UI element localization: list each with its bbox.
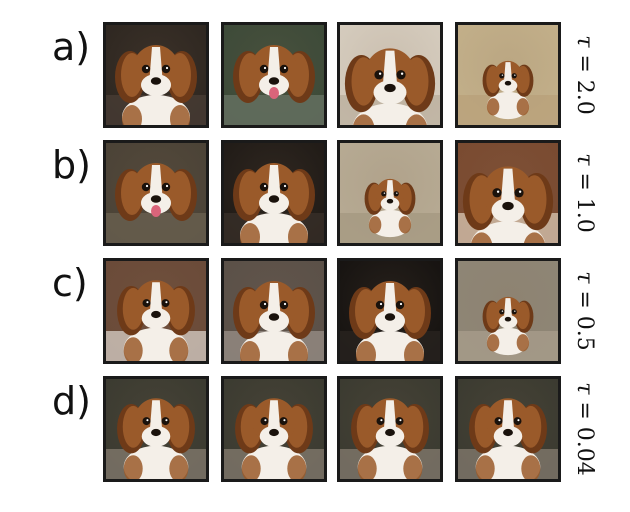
dog-image-cavalier-king-charles-spaniel xyxy=(337,258,443,364)
equals-sign: = xyxy=(572,165,597,197)
dog-image-cavalier-king-charles-spaniel xyxy=(455,22,561,128)
tau-symbol: τ xyxy=(572,35,597,47)
dog-image-cavalier-king-charles-spaniel xyxy=(221,258,327,364)
equals-sign: = xyxy=(572,283,597,315)
dog-image-cavalier-king-charles-spaniel xyxy=(103,376,209,482)
tau-value: 0.04 xyxy=(572,427,597,476)
equals-sign: = xyxy=(572,47,597,79)
dog-image-cavalier-king-charles-spaniel xyxy=(221,22,327,128)
temperature-label: τ = 2.0 xyxy=(573,20,597,130)
dog-image-cavalier-king-charles-spaniel xyxy=(455,140,561,246)
tau-value: 2.0 xyxy=(572,80,597,115)
temperature-label: τ = 0.5 xyxy=(573,256,597,366)
dog-image-cavalier-king-charles-spaniel xyxy=(455,376,561,482)
dog-image-cavalier-king-charles-spaniel xyxy=(337,376,443,482)
row-label: b) xyxy=(52,146,91,184)
dog-image-cavalier-king-charles-spaniel xyxy=(221,140,327,246)
tau-value: 0.5 xyxy=(572,316,597,351)
dog-image-cavalier-king-charles-spaniel xyxy=(103,258,209,364)
dog-image-cavalier-king-charles-spaniel xyxy=(337,140,443,246)
dog-image-cavalier-king-charles-spaniel xyxy=(337,22,443,128)
row-label: a) xyxy=(52,28,90,66)
row-label: d) xyxy=(52,382,91,420)
dog-image-cavalier-king-charles-spaniel xyxy=(221,376,327,482)
row-label: c) xyxy=(52,264,88,302)
tau-symbol: τ xyxy=(572,153,597,165)
dog-image-cavalier-king-charles-spaniel xyxy=(103,22,209,128)
tau-value: 1.0 xyxy=(572,198,597,233)
equals-sign: = xyxy=(572,394,597,426)
temperature-label: τ = 1.0 xyxy=(573,138,597,248)
tau-symbol: τ xyxy=(572,271,597,283)
temperature-label: τ = 0.04 xyxy=(573,374,597,484)
tau-symbol: τ xyxy=(572,382,597,394)
dog-image-cavalier-king-charles-spaniel xyxy=(455,258,561,364)
dog-image-cavalier-king-charles-spaniel xyxy=(103,140,209,246)
